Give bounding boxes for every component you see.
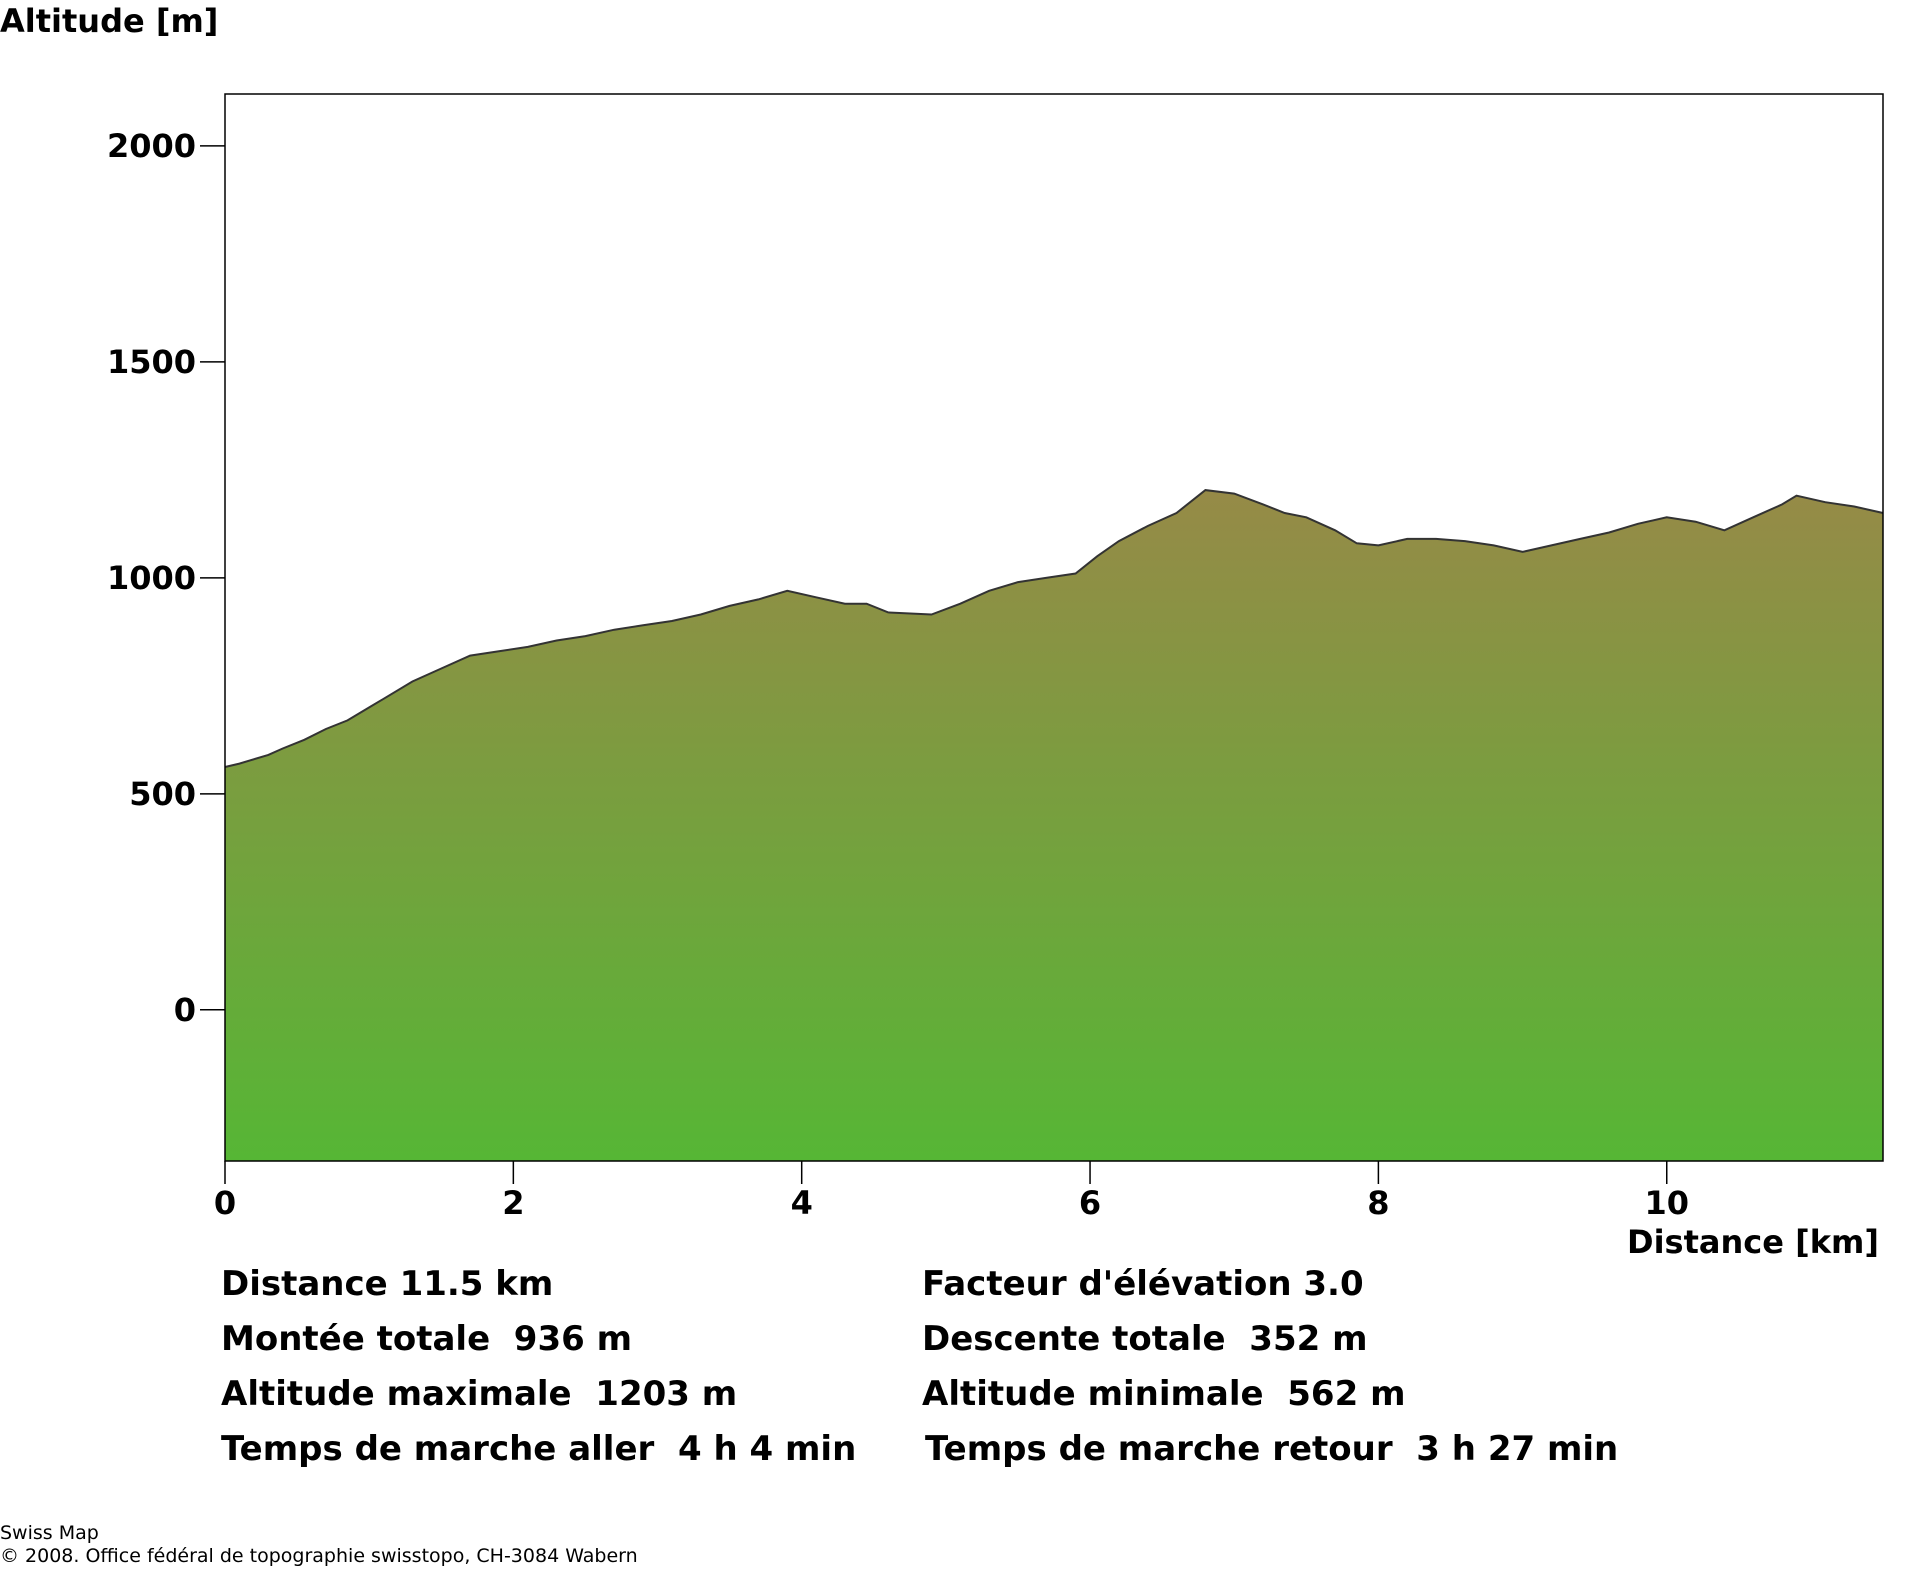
stat-total-ascent: Montée totale 936 m bbox=[221, 1319, 633, 1359]
x-axis: 0 2 4 6 8 10 bbox=[214, 1161, 1689, 1222]
y-tick-label: 2000 bbox=[107, 127, 196, 165]
y-tick-label: 1500 bbox=[107, 343, 196, 381]
elevation-area bbox=[225, 490, 1883, 1162]
stat-min-altitude: Altitude minimale 562 m bbox=[922, 1374, 1406, 1414]
x-tick-label: 2 bbox=[502, 1184, 524, 1222]
x-tick-label: 6 bbox=[1079, 1184, 1101, 1222]
y-axis-title: Altitude [m] bbox=[0, 2, 219, 40]
elevation-line bbox=[224, 489, 1884, 768]
y-tick-label: 1000 bbox=[107, 559, 196, 597]
y-axis: 0 500 1000 1500 2000 bbox=[107, 127, 225, 1029]
y-tick-label: 500 bbox=[129, 775, 196, 813]
stat-total-descent: Descente totale 352 m bbox=[922, 1319, 1368, 1359]
credit-product: Swiss Map bbox=[0, 1522, 99, 1544]
y-tick-label: 0 bbox=[174, 991, 196, 1029]
stat-elevation-factor: Facteur d'élévation 3.0 bbox=[922, 1264, 1364, 1304]
stat-walk-time-back: Temps de marche retour 3 h 27 min bbox=[925, 1429, 1619, 1469]
x-axis-title: Distance [km] bbox=[1627, 1223, 1879, 1261]
x-tick-label: 0 bbox=[214, 1184, 236, 1222]
stat-distance: Distance 11.5 km bbox=[221, 1264, 554, 1304]
x-tick-label: 10 bbox=[1644, 1184, 1689, 1222]
plot-frame bbox=[224, 93, 1884, 1162]
stat-max-altitude: Altitude maximale 1203 m bbox=[221, 1374, 738, 1414]
credit-copyright: © 2008. Office fédéral de topographie sw… bbox=[0, 1545, 638, 1567]
x-tick-label: 4 bbox=[791, 1184, 813, 1222]
stat-walk-time-out: Temps de marche aller 4 h 4 min bbox=[221, 1429, 857, 1469]
x-tick-label: 8 bbox=[1367, 1184, 1389, 1222]
